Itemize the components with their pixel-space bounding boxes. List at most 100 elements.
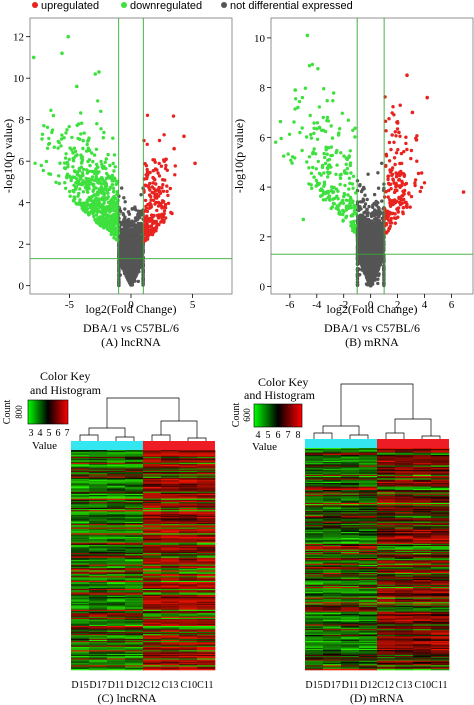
data-point: [47, 136, 51, 141]
data-point: [109, 218, 114, 222]
data-point: [58, 161, 62, 165]
data-point: [110, 183, 115, 187]
x-tick-label: 6: [449, 299, 455, 311]
data-point: [96, 99, 100, 103]
data-point: [112, 153, 117, 157]
data-point: [129, 221, 133, 226]
data-point: [137, 245, 141, 249]
y-tick-label: 0: [19, 281, 25, 293]
data-point: [62, 166, 67, 170]
legend-swatch-not-differential: [221, 2, 227, 8]
data-point: [145, 214, 149, 218]
data-point: [173, 173, 177, 177]
data-point: [139, 193, 143, 197]
data-points: [31, 34, 197, 288]
data-point: [56, 146, 60, 150]
data-point: [171, 114, 176, 118]
data-point: [80, 155, 85, 159]
data-point: [104, 166, 108, 171]
data-point: [45, 146, 50, 150]
data-point: [164, 216, 168, 220]
data-point: [367, 204, 371, 209]
data-point: [126, 220, 130, 225]
data-point: [164, 163, 168, 168]
data-point: [85, 178, 90, 182]
data-point: [148, 188, 152, 192]
data-point: [153, 160, 157, 164]
data-point: [144, 206, 148, 210]
data-point: [161, 199, 166, 204]
x-tick-label: -6: [285, 299, 295, 311]
data-point: [168, 186, 172, 191]
data-point: [78, 187, 82, 191]
data-point: [90, 177, 94, 181]
data-point: [144, 173, 148, 177]
data-point: [97, 181, 101, 185]
data-point: [63, 186, 68, 190]
data-point: [57, 140, 61, 145]
data-point: [94, 147, 99, 151]
data-point: [111, 161, 115, 166]
comparison-label: DBA/1 vs C57BL/6: [83, 321, 179, 335]
data-point: [31, 55, 36, 60]
data-point: [62, 136, 66, 140]
data-point: [146, 202, 150, 207]
data-point: [112, 190, 116, 194]
data-point: [97, 189, 101, 193]
data-point: [157, 190, 161, 194]
data-point: [54, 180, 58, 184]
data-point: [165, 168, 169, 172]
data-point: [68, 194, 72, 198]
data-point: [153, 193, 158, 197]
data-point: [71, 165, 75, 169]
data-point: [161, 183, 165, 187]
data-point: [114, 221, 118, 226]
data-point: [113, 227, 118, 232]
x-axis-label: log2(Fold Change): [86, 302, 177, 316]
data-point: [363, 202, 368, 206]
data-point: [372, 201, 376, 206]
data-point: [60, 133, 64, 137]
data-point: [136, 279, 140, 284]
data-point: [62, 161, 67, 165]
data-point: [129, 267, 134, 272]
data-point: [114, 182, 118, 187]
data-point: [109, 201, 114, 206]
data-point: [126, 266, 131, 271]
data-point: [151, 169, 155, 173]
data-point: [101, 196, 105, 200]
data-point: [131, 244, 135, 248]
data-point: [105, 171, 109, 176]
data-point: [93, 203, 97, 207]
data-point: [157, 138, 162, 143]
data-point: [77, 166, 82, 171]
data-point: [143, 183, 147, 187]
y-tick-label: 2: [260, 232, 266, 244]
legend-label-downregulated: downregulated: [130, 0, 202, 12]
data-point: [64, 152, 68, 156]
data-point: [96, 193, 100, 197]
data-point: [47, 141, 52, 146]
data-point: [96, 208, 100, 212]
data-point: [119, 220, 123, 225]
data-point: [92, 153, 97, 157]
data-point: [93, 218, 98, 223]
data-point: [376, 281, 380, 286]
data-point: [107, 220, 111, 224]
data-point: [91, 199, 95, 204]
data-point: [66, 34, 70, 39]
data-point: [160, 186, 164, 190]
legend-label-upregulated: upregulated: [41, 0, 99, 12]
y-tick-label: 4: [19, 198, 25, 210]
data-point: [85, 210, 90, 214]
data-point: [60, 51, 64, 56]
y-tick-label: 12: [13, 32, 24, 44]
data-point: [112, 215, 116, 220]
data-point: [102, 218, 106, 223]
data-point: [76, 170, 80, 174]
data-point: [124, 263, 128, 267]
data-point: [94, 213, 99, 217]
data-point: [147, 206, 151, 210]
